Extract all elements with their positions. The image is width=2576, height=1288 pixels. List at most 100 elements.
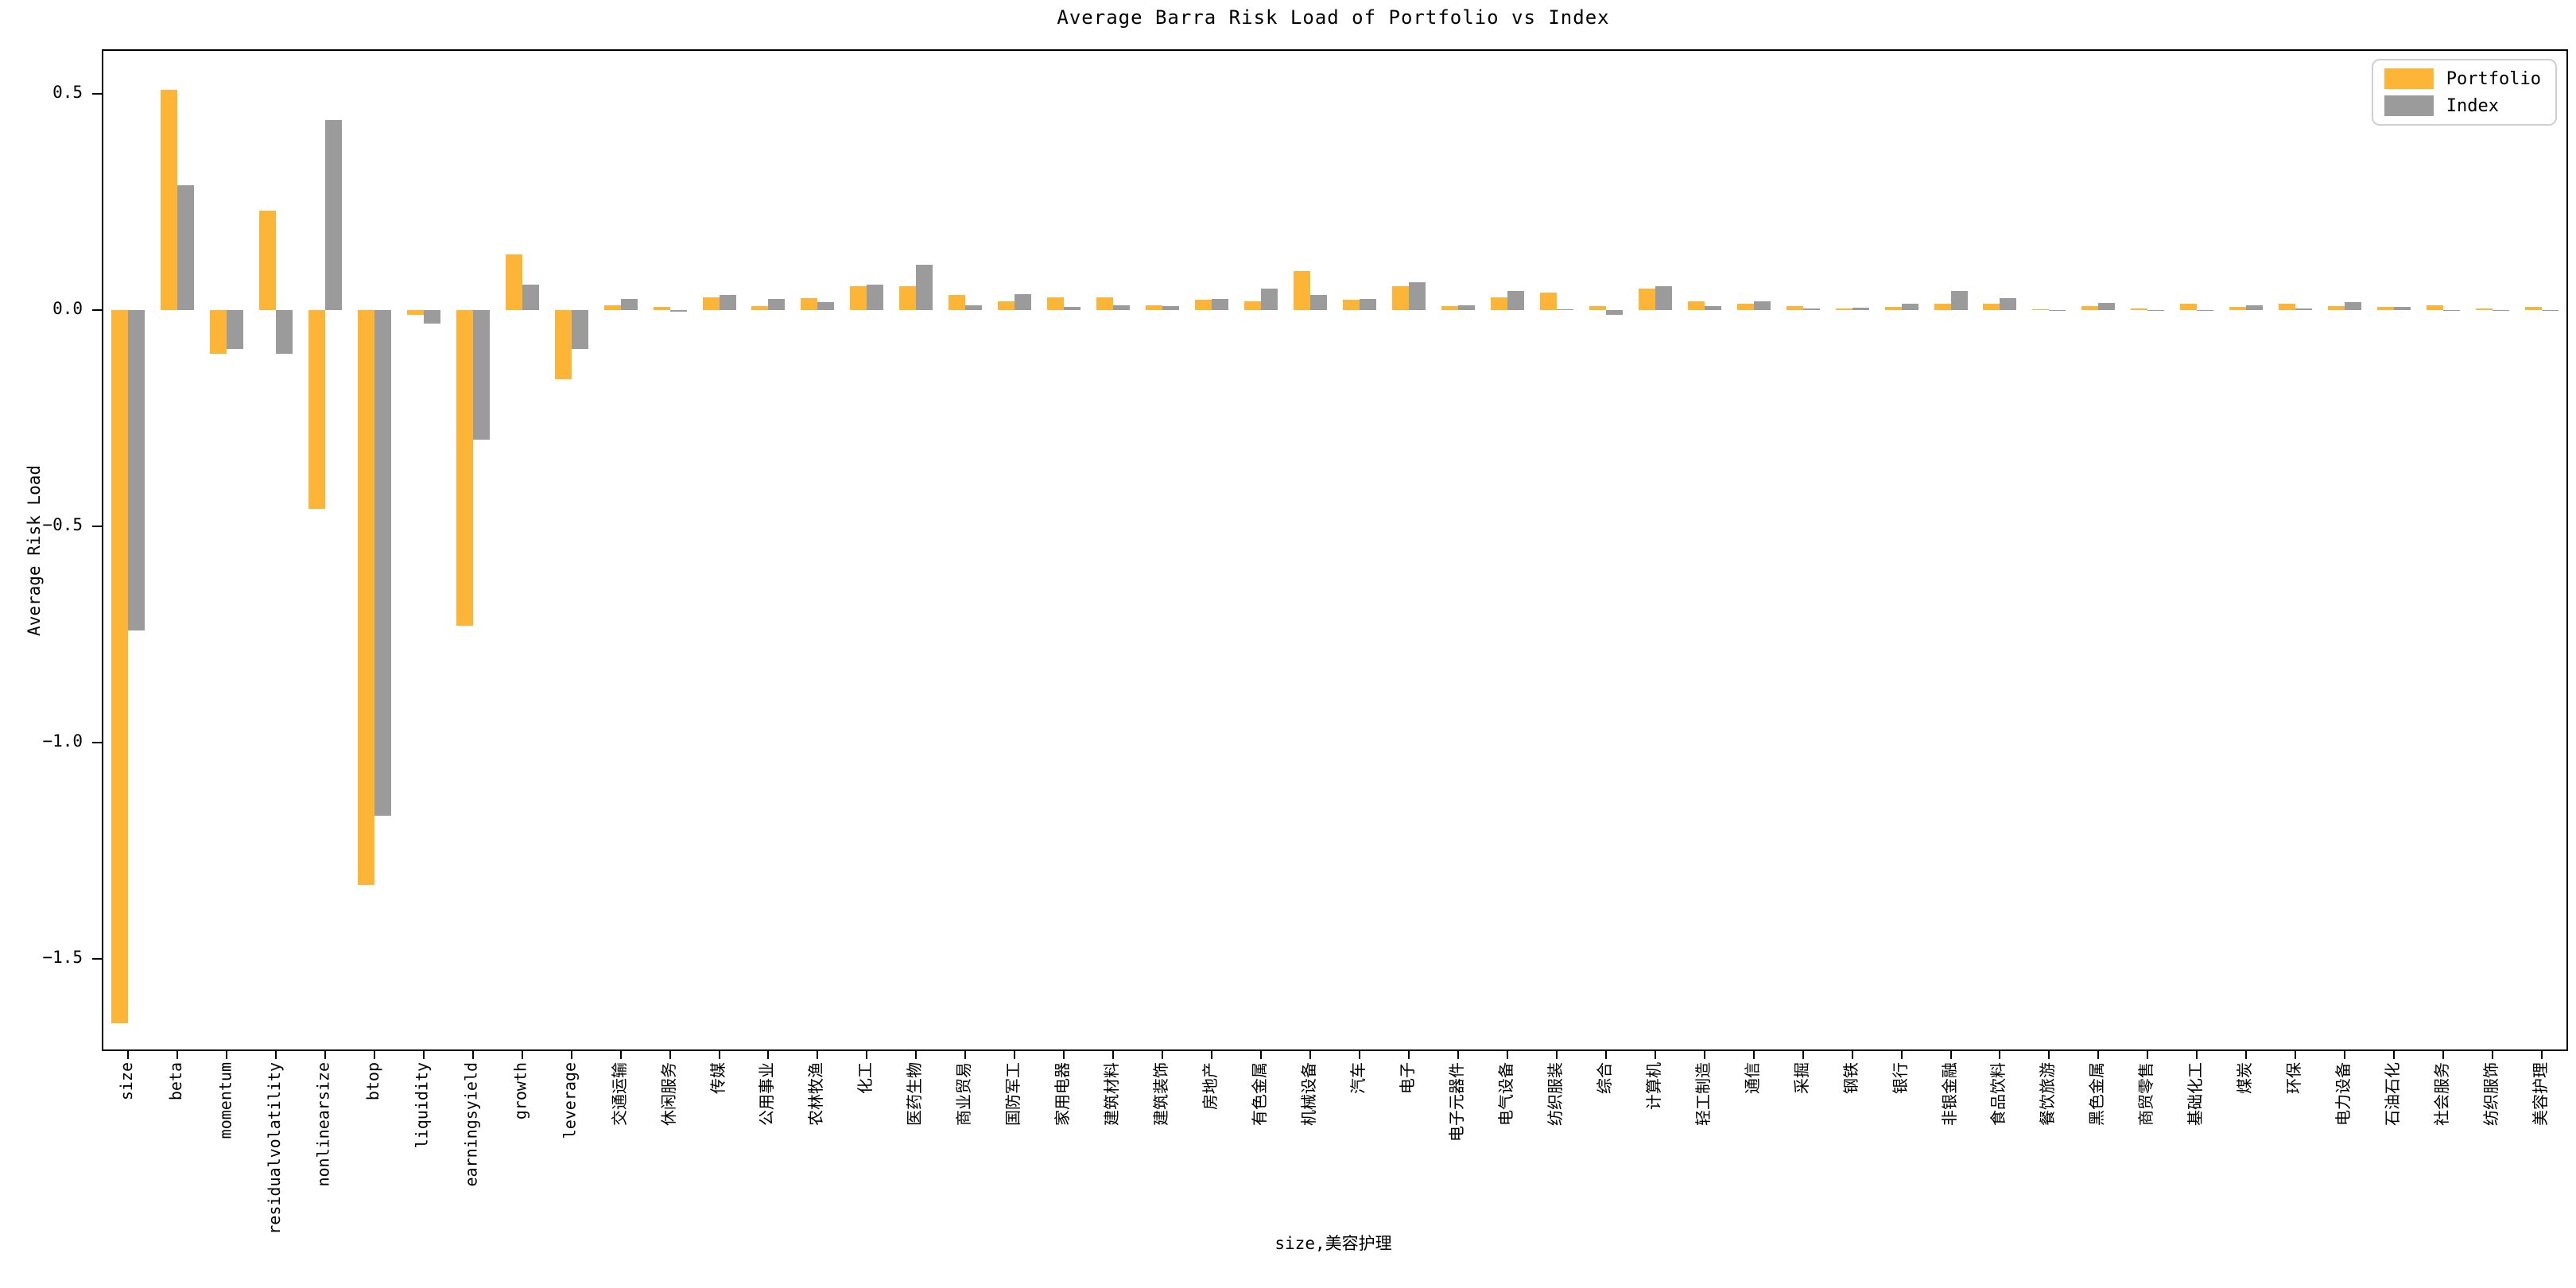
index-bar-nonlinearsize [324, 119, 342, 311]
index-bar-煤炭 [2246, 305, 2264, 311]
index-bar-建筑装饰 [1162, 305, 1180, 311]
x-tick-mark [324, 1049, 326, 1059]
x-tick-mark [2492, 1049, 2494, 1059]
x-tick-label-电力设备: 电力设备 [2334, 1062, 2353, 1126]
x-tick-mark [1752, 1049, 1755, 1059]
x-tick-label-银行: 银行 [1890, 1062, 1910, 1094]
x-tick-mark [817, 1049, 819, 1059]
x-tick-label-纺织服饰: 纺织服饰 [2481, 1062, 2501, 1126]
portfolio-bar-美容护理 [2525, 307, 2543, 311]
x-tick-label-电子: 电子 [1397, 1062, 1417, 1094]
portfolio-bar-餐饮旅游 [2032, 309, 2050, 311]
portfolio-bar-nonlinearsize [308, 310, 325, 510]
legend-item-portfolio: Portfolio [2384, 68, 2541, 89]
x-tick-label-汽车: 汽车 [1348, 1062, 1368, 1094]
x-tick-label-growth: growth [510, 1062, 530, 1120]
portfolio-bar-btop [357, 310, 374, 886]
x-tick-mark [2147, 1049, 2149, 1059]
x-tick-mark [866, 1049, 868, 1059]
index-bar-有色金属 [1261, 289, 1278, 311]
x-tick-mark [176, 1049, 178, 1059]
x-tick-mark [471, 1049, 474, 1059]
x-tick-mark [2442, 1049, 2445, 1059]
index-bar-纺织服饰 [2493, 309, 2510, 311]
index-bar-环保 [2295, 308, 2313, 311]
portfolio-bar-社会服务 [2427, 305, 2444, 311]
portfolio-bar-通信 [1736, 304, 1754, 311]
y-axis-tick-labels: 0.5 0.0 −0.5 −1.0 −1.5 [0, 49, 87, 1048]
x-tick-mark [422, 1049, 425, 1059]
portfolio-bar-商贸零售 [2131, 308, 2148, 311]
index-bar-size [127, 310, 145, 630]
portfolio-bar-环保 [2279, 304, 2296, 311]
x-tick-mark [1506, 1049, 1508, 1059]
portfolio-bar-beta [160, 89, 177, 311]
index-bar-leverage [571, 310, 588, 350]
index-bar-earningsyield [472, 310, 490, 440]
index-bar-纺织服装 [1556, 309, 1573, 311]
x-tick-mark [2295, 1049, 2297, 1059]
index-bar-黑色金属 [2098, 302, 2116, 311]
x-tick-label-size: size [116, 1062, 136, 1101]
y-tick-label: −1.0 [42, 731, 83, 751]
x-tick-label-earningsyield: earningsyield [461, 1062, 481, 1187]
x-tick-label-综合: 综合 [1594, 1062, 1614, 1094]
portfolio-bar-休闲服务 [653, 306, 670, 311]
x-tick-mark [1358, 1049, 1360, 1059]
x-axis-label: size,美容护理 [1274, 1234, 1392, 1253]
x-tick-label-建筑材料: 建筑材料 [1102, 1062, 1122, 1126]
index-bar-汽车 [1359, 298, 1376, 311]
index-bar-美容护理 [2542, 309, 2559, 311]
x-tick-label-纺织服装: 纺织服装 [1545, 1062, 1565, 1126]
portfolio-bar-商业贸易 [949, 295, 966, 311]
x-tick-label-采掘: 采掘 [1791, 1062, 1811, 1094]
portfolio-bar-汽车 [1342, 299, 1360, 311]
x-tick-mark [2393, 1049, 2396, 1059]
portfolio-bar-建筑材料 [1096, 297, 1114, 311]
index-bar-公用事业 [768, 299, 786, 311]
portfolio-bar-煤炭 [2229, 306, 2247, 311]
index-bar-钢铁 [1852, 307, 1869, 311]
portfolio-bar-综合 [1589, 305, 1606, 311]
index-bar-家用电器 [1064, 306, 1081, 311]
x-axis-tick-labels: size beta momentum residualvolatility nonlin… [102, 49, 2565, 1235]
portfolio-bar-黑色金属 [2081, 305, 2099, 311]
index-legend-label: Index [2446, 95, 2500, 116]
index-bar-医药生物 [916, 265, 933, 311]
index-bar-采掘 [1802, 308, 1820, 311]
portfolio-bar-石油石化 [2377, 306, 2395, 311]
portfolio-bar-钢铁 [1835, 308, 1852, 311]
index-bar-化工 [867, 284, 884, 311]
portfolio-bar-momentum [209, 310, 227, 354]
index-bar-建筑材料 [1113, 305, 1131, 311]
portfolio-bar-家用电器 [1047, 297, 1065, 311]
x-tick-label-基础化工: 基础化工 [2186, 1062, 2206, 1126]
x-tick-mark [964, 1049, 967, 1059]
x-tick-mark [274, 1049, 277, 1059]
x-tick-label-leverage: leverage [560, 1062, 580, 1139]
x-tick-mark [1802, 1049, 1804, 1059]
x-tick-label-电气设备: 电气设备 [1496, 1062, 1515, 1126]
portfolio-bar-电子元器件 [1441, 305, 1458, 311]
index-bar-momentum [226, 310, 243, 350]
x-tick-mark [521, 1049, 523, 1059]
index-bar-交通运输 [620, 298, 638, 311]
x-tick-label-美容护理: 美容护理 [2531, 1062, 2551, 1126]
x-tick-mark [1949, 1049, 1952, 1059]
x-tick-label-liquidity: liquidity [412, 1062, 432, 1149]
x-tick-label-建筑装饰: 建筑装饰 [1151, 1062, 1171, 1126]
portfolio-bar-传媒 [702, 297, 720, 311]
x-tick-mark [570, 1049, 572, 1059]
x-tick-label-休闲服务: 休闲服务 [658, 1062, 678, 1126]
portfolio-bar-食品饮料 [1983, 304, 2000, 311]
x-tick-mark [126, 1049, 129, 1059]
x-tick-label-beta: beta [165, 1062, 185, 1101]
x-tick-mark [2541, 1049, 2543, 1059]
index-bar-石油石化 [2394, 307, 2411, 311]
x-tick-label-化工: 化工 [855, 1062, 875, 1094]
x-tick-label-医药生物: 医药生物 [905, 1062, 925, 1126]
portfolio-bar-银行 [1884, 307, 1902, 311]
y-tick-label: −1.5 [42, 947, 83, 967]
x-tick-label-非银金融: 非银金融 [1939, 1062, 1959, 1126]
portfolio-bar-公用事业 [751, 305, 769, 311]
